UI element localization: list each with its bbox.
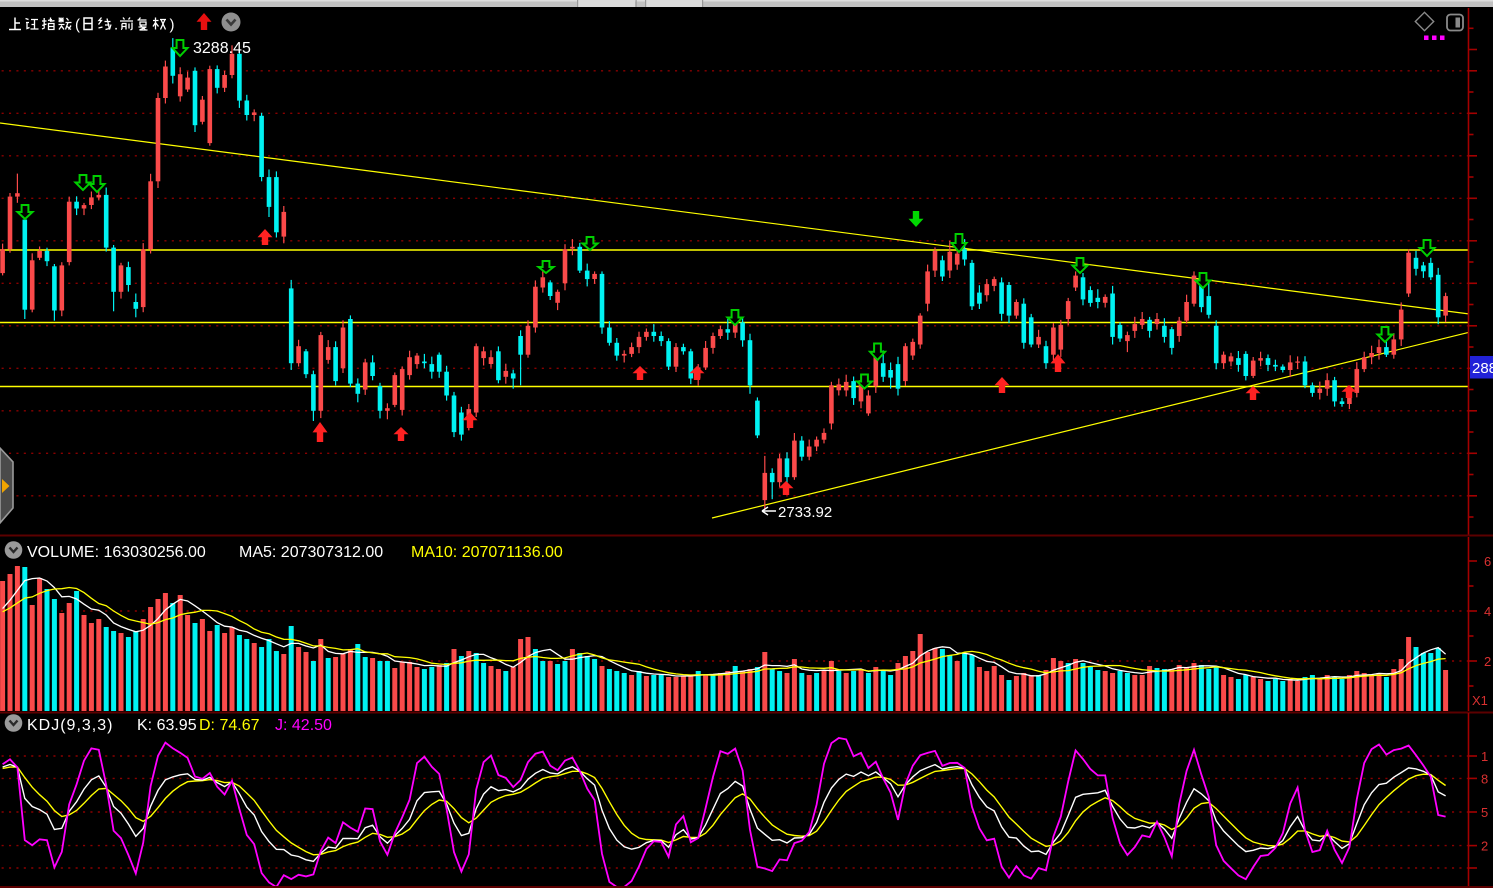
svg-text:8: 8 (1481, 771, 1488, 786)
svg-text:D: 74.67: D: 74.67 (199, 717, 260, 734)
svg-text:2: 2 (1481, 839, 1488, 854)
svg-text:(: ( (75, 17, 80, 34)
svg-text:2733.92: 2733.92 (778, 504, 832, 521)
svg-text:3288.45: 3288.45 (193, 40, 251, 57)
svg-text:KDJ(9,3,3): KDJ(9,3,3) (27, 717, 113, 734)
svg-text:5: 5 (1481, 805, 1488, 820)
svg-text:J: 42.50: J: 42.50 (275, 717, 332, 734)
svg-text:4: 4 (1484, 604, 1491, 619)
svg-text:.: . (114, 17, 118, 34)
svg-text:1: 1 (1481, 749, 1488, 764)
svg-text:X1: X1 (1472, 693, 1488, 708)
svg-text:288: 288 (1472, 360, 1493, 377)
svg-text:6: 6 (1484, 554, 1491, 569)
svg-text:K: 63.95: K: 63.95 (137, 717, 197, 734)
svg-text:MA5: 207307312.00: MA5: 207307312.00 (239, 544, 383, 561)
svg-text:MA10: 207071136.00: MA10: 207071136.00 (411, 544, 563, 561)
svg-text:VOLUME: 163030256.00: VOLUME: 163030256.00 (27, 544, 206, 561)
svg-text:): ) (170, 17, 175, 34)
svg-text:2: 2 (1484, 654, 1491, 669)
